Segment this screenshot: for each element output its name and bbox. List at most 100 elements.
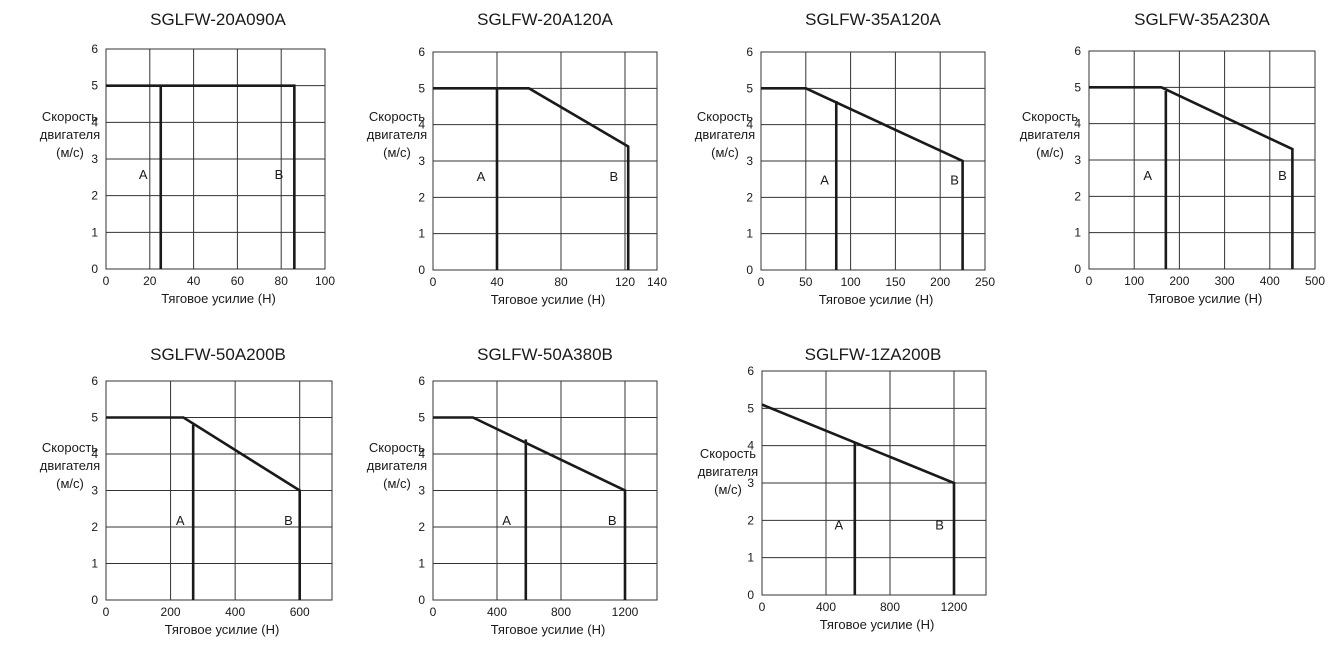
- chart-5: SGLFW-50A200B 0 200 400 600 0 1 2 3 4 5 6 Тяговое ус…: [40, 345, 333, 637]
- y-tick-label: 1: [747, 551, 754, 565]
- x-tick-label: 600: [290, 605, 310, 619]
- x-tick-label: 300: [1215, 274, 1235, 288]
- y-tick-label: 6: [418, 374, 425, 388]
- y-tick-label: 2: [418, 190, 425, 204]
- y-tick-label: 4: [1074, 117, 1081, 131]
- x-axis-label: Тяговое усилие (Н): [820, 617, 935, 632]
- x-tick-label: 400: [487, 605, 507, 619]
- y-tick-label: 3: [418, 154, 425, 168]
- y-axis-label: (м/с): [56, 476, 84, 491]
- y-axis-label: двигателя: [40, 458, 100, 473]
- curve-b: [433, 416, 627, 600]
- chart-title: SGLFW-50A380B: [477, 345, 613, 364]
- y-tick-label: 5: [418, 411, 425, 425]
- y-axis-label: Скорость: [369, 109, 425, 124]
- x-tick-label: 400: [225, 605, 245, 619]
- chart-title: SGLFW-35A230A: [1134, 10, 1270, 29]
- chart-3: SGLFW-35A120A 0 50 100 150 200 250 0 1 2 3 4 5 6 Тягов…: [695, 10, 996, 307]
- x-tick-label: 0: [103, 605, 110, 619]
- x-tick-label: 0: [430, 275, 437, 289]
- y-axis-label: Скорость: [369, 440, 425, 455]
- x-tick-label: 250: [975, 275, 995, 289]
- chart-6: SGLFW-50A380B 0 400 800 1200 0 1 2 3 4 5 6 Тяговое у…: [367, 345, 658, 637]
- x-tick-label: 0: [430, 605, 437, 619]
- x-tick-label: 40: [187, 274, 201, 288]
- chart-2: SGLFW-20A120A 0 40 80 120 140 0 1 2 3 4 5 6 Тяговое у…: [367, 10, 668, 307]
- region-label-b: B: [608, 513, 617, 528]
- y-tick-label: 3: [746, 154, 753, 168]
- region-label-a: A: [139, 167, 148, 182]
- curve-b: [1089, 86, 1294, 269]
- chart-title: SGLFW-35A120A: [805, 10, 941, 29]
- region-label-a: A: [1143, 168, 1152, 183]
- y-tick-label: 2: [91, 189, 98, 203]
- y-tick-label: 0: [418, 593, 425, 607]
- x-tick-label: 0: [759, 600, 766, 614]
- y-tick-label: 6: [418, 45, 425, 59]
- region-label-a: A: [176, 513, 185, 528]
- x-tick-label: 200: [1169, 274, 1189, 288]
- y-axis-label: (м/с): [383, 476, 411, 491]
- x-tick-label: 400: [1260, 274, 1280, 288]
- x-tick-label: 0: [758, 275, 765, 289]
- x-tick-label: 500: [1305, 274, 1325, 288]
- region-label-b: B: [1278, 168, 1287, 183]
- x-tick-label: 100: [1124, 274, 1144, 288]
- y-tick-label: 2: [418, 520, 425, 534]
- x-tick-label: 140: [647, 275, 667, 289]
- y-tick-label: 0: [91, 593, 98, 607]
- y-axis-label: двигателя: [698, 464, 758, 479]
- y-tick-label: 3: [747, 476, 754, 490]
- x-tick-label: 0: [103, 274, 110, 288]
- y-tick-label: 2: [747, 513, 754, 527]
- region-label-a: A: [820, 173, 829, 188]
- y-axis-label: (м/с): [383, 145, 411, 160]
- curve-b: [106, 84, 296, 269]
- region-label-a: A: [477, 169, 486, 184]
- plot-frame: [432, 51, 658, 271]
- y-tick-label: 4: [91, 115, 98, 129]
- chart-title: SGLFW-20A090A: [150, 10, 286, 29]
- y-tick-label: 1: [91, 225, 98, 239]
- y-axis-label: (м/с): [56, 145, 84, 160]
- x-tick-label: 400: [816, 600, 836, 614]
- x-axis-label: Тяговое усилие (Н): [491, 292, 606, 307]
- y-tick-label: 6: [91, 374, 98, 388]
- chart-title: SGLFW-1ZA200B: [805, 345, 942, 364]
- region-label-b: B: [950, 173, 959, 188]
- plot-frame: [105, 48, 326, 270]
- region-label-b: B: [935, 518, 944, 533]
- x-axis-label: Тяговое усилие (Н): [1148, 291, 1263, 306]
- y-tick-label: 6: [746, 45, 753, 59]
- x-tick-label: 200: [930, 275, 950, 289]
- y-axis-label: Скорость: [42, 440, 98, 455]
- plot-frame: [760, 51, 986, 271]
- y-tick-label: 0: [1074, 262, 1081, 276]
- y-tick-label: 0: [747, 588, 754, 602]
- y-axis-label: (м/с): [711, 145, 739, 160]
- x-tick-label: 1200: [612, 605, 639, 619]
- x-tick-label: 20: [143, 274, 157, 288]
- y-tick-label: 4: [747, 439, 754, 453]
- y-axis-label: двигателя: [695, 127, 755, 142]
- y-tick-label: 2: [1074, 189, 1081, 203]
- x-tick-label: 100: [841, 275, 861, 289]
- y-axis-label: двигателя: [367, 458, 427, 473]
- plot-frame: [761, 370, 987, 596]
- x-tick-label: 1200: [941, 600, 968, 614]
- y-tick-label: 4: [746, 118, 753, 132]
- y-tick-label: 3: [418, 484, 425, 498]
- y-axis-label: двигателя: [367, 127, 427, 142]
- y-tick-label: 2: [746, 190, 753, 204]
- y-tick-label: 6: [747, 364, 754, 378]
- y-tick-label: 3: [1074, 153, 1081, 167]
- region-label-b: B: [609, 169, 618, 184]
- chart-4: SGLFW-35A230A 0 100 200 300 400 500 0 1 2 3 4 5 6 Тяго…: [1020, 10, 1326, 306]
- y-axis-label: Скорость: [42, 109, 98, 124]
- chart-1: SGLFW-20A090A 0 20 40 60 80 100 0 1 2 3 4 5 6 Тяговое …: [40, 10, 336, 306]
- y-tick-label: 4: [418, 118, 425, 132]
- x-tick-label: 40: [490, 275, 504, 289]
- y-tick-label: 2: [91, 520, 98, 534]
- y-tick-label: 5: [1074, 80, 1081, 94]
